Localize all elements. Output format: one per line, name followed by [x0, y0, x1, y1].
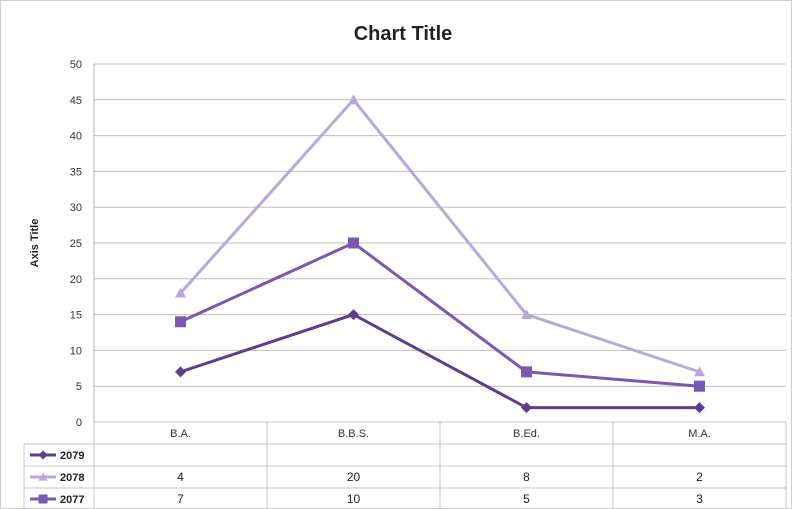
series-line	[180, 313, 700, 410]
legend-label: 2078	[60, 472, 84, 484]
x-category-label: B.A.	[170, 428, 191, 440]
data-point	[348, 309, 359, 321]
x-category-label: M.A.	[688, 428, 711, 440]
y-axis-title: Axis Title	[29, 219, 41, 268]
data-point	[521, 366, 532, 378]
y-tick-label: 30	[70, 202, 82, 214]
y-tick-label: 35	[70, 166, 82, 178]
table-cell-value: 8	[523, 470, 530, 484]
data-point	[521, 309, 532, 319]
data-point	[175, 366, 186, 378]
chart-title: Chart Title	[354, 23, 453, 45]
y-tick-label: 5	[76, 381, 82, 393]
table-cell-value: 3	[696, 492, 703, 506]
series-2077	[175, 237, 705, 392]
table-cell-value: 4	[177, 470, 184, 484]
series-line	[179, 98, 700, 374]
y-tick-label: 20	[70, 274, 82, 286]
series-2078	[175, 94, 705, 377]
y-tick-label: 50	[70, 59, 82, 71]
data-point	[694, 380, 705, 392]
data-point	[694, 402, 705, 414]
data-point	[521, 402, 532, 414]
data-point	[175, 316, 186, 328]
data-point	[694, 366, 705, 377]
legend-label: 2077	[60, 494, 84, 506]
y-axis-ticks: 0 5 10 15 20 25 30 35 40 45 50	[70, 59, 82, 429]
legend-label: 2079	[60, 450, 84, 462]
legend-key-marker	[38, 450, 48, 460]
x-category-label: B.Ed.	[513, 428, 540, 440]
y-tick-label: 25	[70, 238, 82, 250]
data-point	[348, 237, 359, 249]
series-2079	[175, 309, 705, 414]
series-lines	[175, 94, 705, 414]
y-tick-label: 40	[70, 131, 82, 143]
y-tick-label: 0	[76, 417, 82, 429]
table-cell-value: 7	[177, 492, 184, 506]
y-tick-label: 10	[70, 345, 82, 357]
y-tick-label: 15	[70, 310, 82, 322]
gridlines	[93, 63, 786, 423]
legend-key-marker	[38, 494, 48, 504]
table-cell-value: 2	[696, 470, 703, 484]
table-cell-value: 20	[347, 470, 361, 484]
legend-key-marker	[38, 472, 48, 481]
x-category-label: B.B.S.	[338, 428, 369, 440]
data-table: B.A. B.B.S. B.Ed. M.A. 2079 2078 4 20 8 2 2077 7 10 5…	[23, 421, 787, 509]
table-cell-value: 10	[347, 492, 361, 506]
data-point	[175, 287, 186, 298]
data-point	[348, 94, 359, 105]
y-tick-label: 45	[70, 95, 82, 107]
series-line	[179, 241, 700, 388]
table-cell-value: 5	[523, 492, 530, 506]
